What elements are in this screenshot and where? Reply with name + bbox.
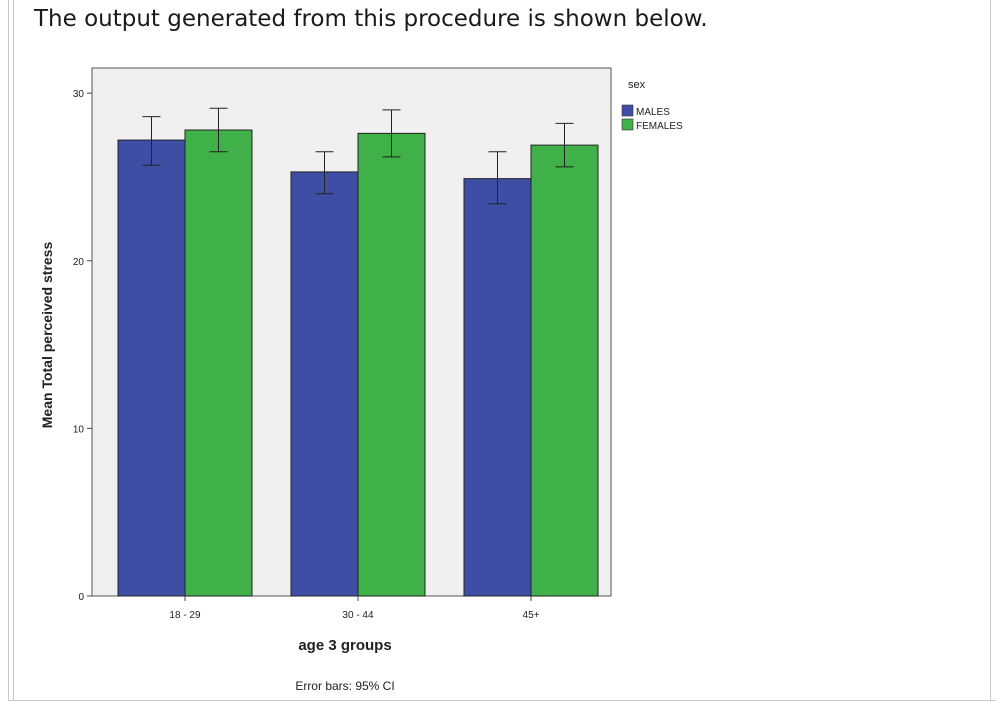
legend-label-males: MALES — [636, 107, 670, 118]
y-tick-label: 30 — [73, 89, 85, 100]
legend-title: sex — [628, 79, 646, 91]
y-tick-label: 20 — [73, 257, 85, 268]
legend-label-females: FEMALES — [636, 121, 683, 132]
bar-males-1 — [117, 139, 186, 597]
bar-females-2 — [357, 132, 426, 597]
page-frame-left — [8, 0, 14, 700]
y-tick-label: 0 — [78, 592, 84, 603]
y-tick-label: 10 — [73, 424, 85, 435]
intro-text: The output generated from this procedure… — [34, 6, 708, 32]
x-tick-label: 30 - 44 — [342, 610, 374, 621]
chart-footnote: Error bars: 95% CI — [295, 679, 394, 693]
y-axis-label: Mean Total perceived stress — [39, 242, 55, 429]
bar-females-3 — [530, 144, 599, 597]
x-axis-label: age 3 groups — [298, 637, 391, 654]
bar-males-3 — [463, 178, 532, 597]
bar-females-1 — [184, 129, 253, 597]
legend-swatch-males — [621, 104, 634, 117]
page-frame-bottom — [8, 700, 996, 701]
x-tick-label: 45+ — [523, 610, 540, 621]
legend-swatch-females — [621, 118, 634, 131]
x-tick-label: 18 - 29 — [169, 610, 201, 621]
bar-males-2 — [290, 171, 359, 597]
page-frame-right — [990, 0, 991, 700]
